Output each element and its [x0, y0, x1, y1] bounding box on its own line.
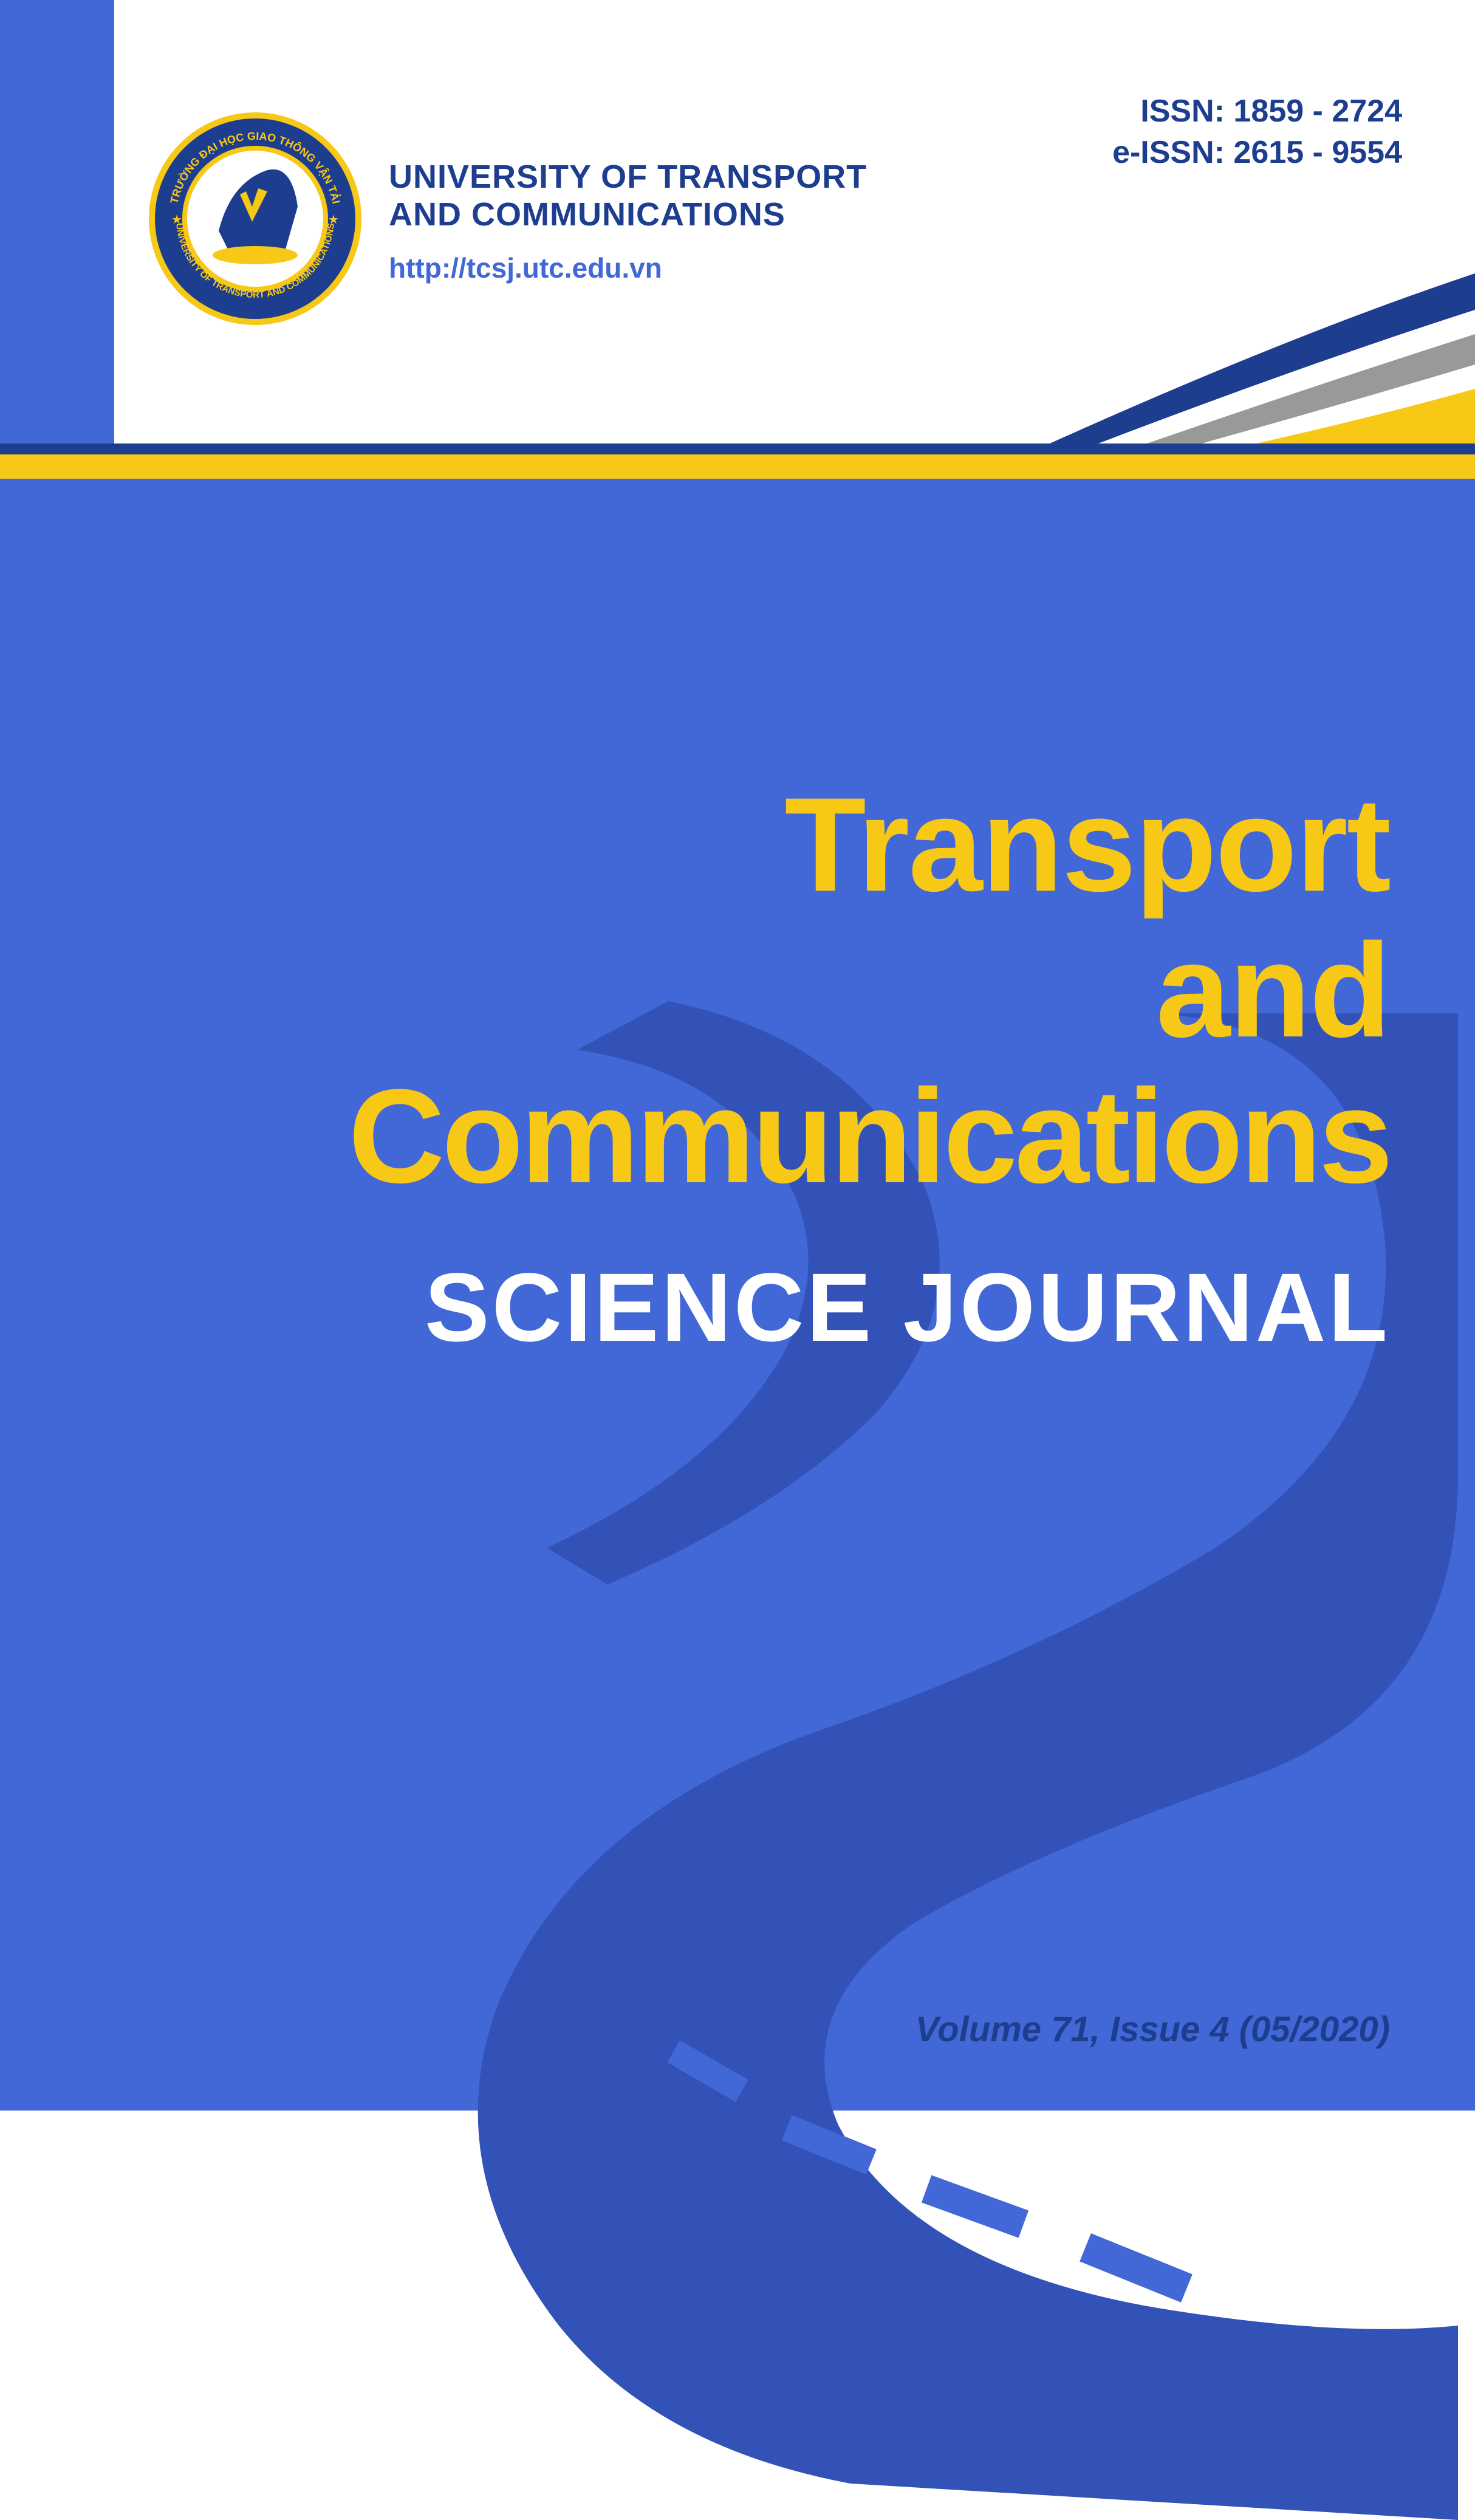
- e-issn-number: e-ISSN: 2615 - 9554: [1112, 132, 1402, 174]
- title-line2: and: [348, 923, 1390, 1057]
- university-name-block: UNIVERSITY OF TRANSPORT AND COMMUNICATIO…: [389, 158, 867, 284]
- university-logo: TRƯỜNG ĐẠI HỌC GIAO THÔNG VẬN TẢI UNIVER…: [146, 109, 364, 328]
- svg-text:★: ★: [171, 213, 182, 227]
- divider-blue-stripe: [0, 443, 1475, 454]
- journal-subtitle: SCIENCE JOURNAL: [425, 1251, 1390, 1363]
- issn-number: ISSN: 1859 - 2724: [1112, 91, 1402, 132]
- volume-issue-info: Volume 71, Issue 4 (05/2020): [915, 2009, 1390, 2050]
- title-line3: Communications: [348, 1069, 1390, 1203]
- university-name-line2: AND COMMUNICATIONS: [389, 196, 867, 233]
- university-name-line1: UNIVERSITY OF TRANSPORT: [389, 158, 867, 196]
- s-road-watermark-icon: [304, 1001, 1458, 2520]
- website-url: http://tcsj.utc.edu.vn: [389, 252, 867, 284]
- svg-text:★: ★: [328, 213, 339, 227]
- divider-yellow-stripe: [0, 454, 1475, 479]
- journal-cover: TRƯỜNG ĐẠI HỌC GIAO THÔNG VẬN TẢI UNIVER…: [0, 0, 1475, 2111]
- title-line1: Transport: [348, 778, 1390, 911]
- swoosh-decoration: [928, 273, 1475, 456]
- journal-title-block: Transport and Communications: [348, 778, 1390, 1203]
- issn-block: ISSN: 1859 - 2724 e-ISSN: 2615 - 9554: [1112, 91, 1402, 173]
